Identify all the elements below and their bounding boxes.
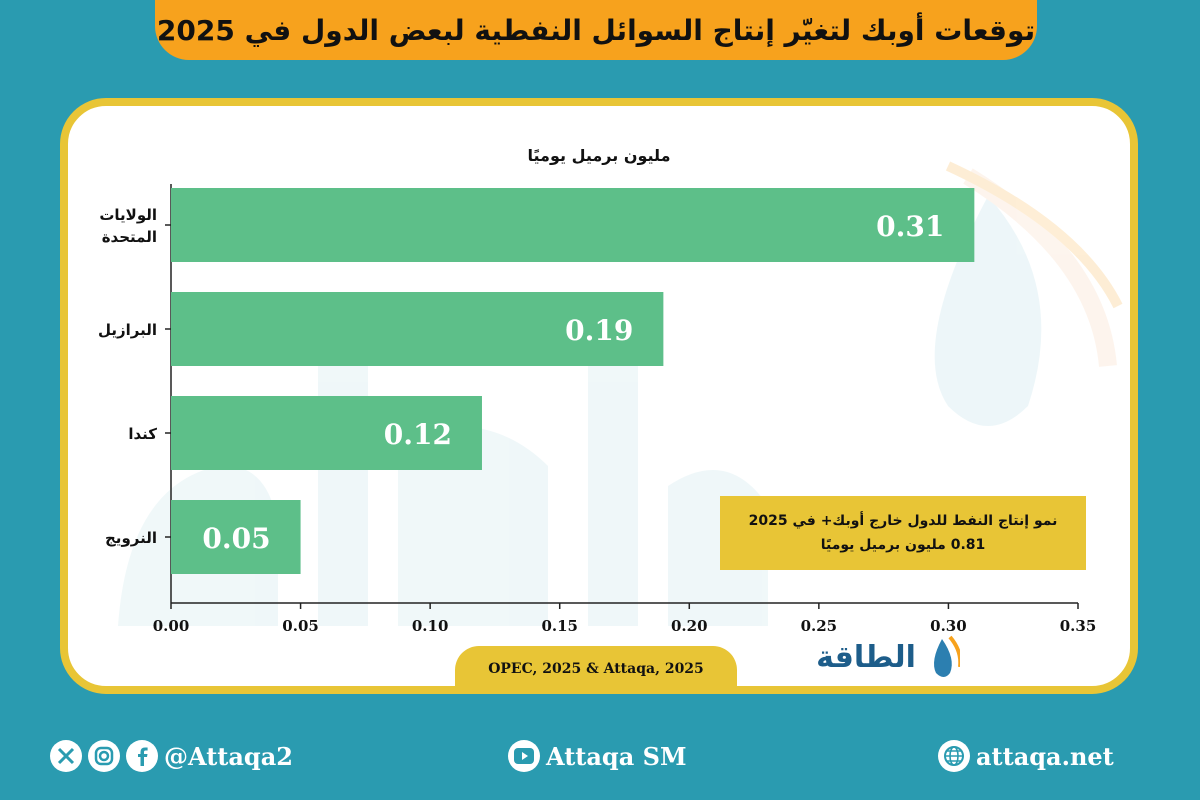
source-label: OPEC, 2025 & Attaqa, 2025 [455,646,737,692]
footer: @Attaqa2 Attaqa SM attaqa.net [0,728,1200,788]
bar [171,500,301,574]
social-handle[interactable]: @Attaqa2 [164,741,293,771]
category-label: البرازيل [98,321,157,339]
youtube-icon[interactable] [508,740,540,772]
x-tick-label: 0.05 [282,617,319,635]
x-icon[interactable] [50,740,82,772]
page-title: توقعات أوبك لتغيّر إنتاج السوائل النفطية… [156,13,1036,47]
bar [171,188,975,262]
logo-arabic: الطاقة [816,640,916,675]
youtube-channel[interactable]: Attaqa SM [546,741,687,771]
logo-latin: ATTAQA [829,675,904,686]
bar-value-label: 0.12 [384,418,452,451]
bar-value-label: 0.05 [202,522,270,555]
category-label: كندا [128,425,157,443]
x-tick-label: 0.15 [541,617,578,635]
website-url[interactable]: attaqa.net [976,741,1114,771]
drop-icon [934,639,952,677]
x-tick-label: 0.00 [153,617,190,635]
note-box: نمو إنتاج النفط للدول خارج أوبك+ في 2025… [720,496,1086,570]
title-banner: توقعات أوبك لتغيّر إنتاج السوائل النفطية… [155,0,1037,60]
facebook-icon[interactable] [126,740,158,772]
x-tick-label: 0.35 [1060,617,1097,635]
globe-icon[interactable] [938,740,970,772]
note-line-1: نمو إنتاج النفط للدول خارج أوبك+ في 2025 [748,513,1058,529]
instagram-icon[interactable] [88,740,120,772]
bar [171,396,482,470]
bar [171,292,664,366]
category-label: المتحدة [102,228,157,246]
bar-chart: 0.00 0.05 0.10 0.15 0.20 0.25 0.30 0.35 0.31 الول… [98,184,1097,635]
note-line-2: 0.81 مليون برميل يوميًا [820,537,986,553]
x-tick-label: 0.30 [930,617,967,635]
bar-value-label: 0.19 [565,314,633,347]
website-group: attaqa.net [938,740,1114,772]
category-label: النرويج [105,529,157,547]
chart-card: مليون برميل يوميًا 0.00 0.05 0.10 0.15 0.20 0… [60,98,1138,694]
x-tick-label: 0.25 [801,617,838,635]
bar-value-label: 0.31 [876,210,944,243]
unit-label: مليون برميل يوميًا [527,146,671,165]
brand-logo: الطاقة ATTAQA [816,635,960,686]
youtube-group: Attaqa SM [508,740,687,772]
category-label: الولايات [99,206,157,224]
social-group: @Attaqa2 [50,740,293,772]
x-tick-label: 0.10 [412,617,449,635]
x-tick-label: 0.20 [671,617,708,635]
source-text: OPEC, 2025 & Attaqa, 2025 [488,661,704,677]
